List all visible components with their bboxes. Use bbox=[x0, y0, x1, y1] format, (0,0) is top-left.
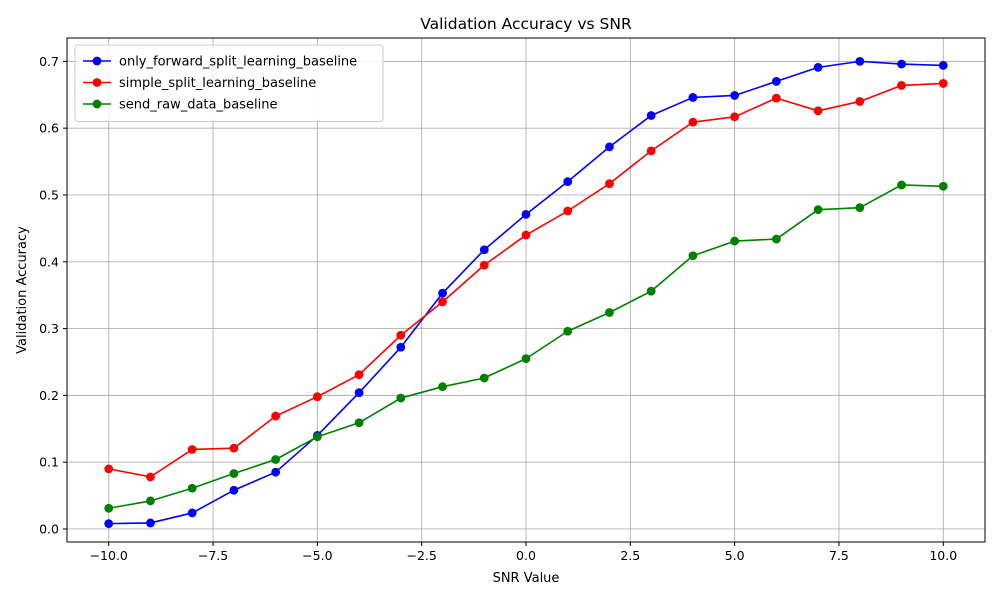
data-point bbox=[813, 205, 823, 215]
data-point bbox=[104, 503, 114, 513]
legend: only_forward_split_learning_baselinesimp… bbox=[74, 44, 384, 122]
data-point bbox=[938, 79, 948, 88]
y-tick-label: 0.0 bbox=[39, 521, 59, 536]
data-point bbox=[813, 62, 823, 72]
data-point bbox=[312, 392, 322, 402]
data-point bbox=[897, 180, 906, 190]
legend-marker bbox=[92, 99, 102, 109]
data-point bbox=[730, 112, 740, 122]
data-point bbox=[354, 370, 364, 380]
data-point bbox=[354, 418, 364, 428]
data-point bbox=[855, 97, 865, 106]
data-point bbox=[438, 297, 447, 307]
data-point bbox=[396, 330, 406, 340]
data-point bbox=[813, 106, 823, 116]
legend-item: send_raw_data_baseline bbox=[83, 98, 277, 113]
data-point bbox=[688, 251, 698, 261]
y-tick-label: 0.1 bbox=[39, 455, 59, 470]
legend-label: send_raw_data_baseline bbox=[119, 98, 277, 113]
data-point bbox=[104, 519, 114, 529]
data-point bbox=[438, 288, 447, 298]
data-point bbox=[605, 179, 614, 189]
data-point bbox=[104, 464, 114, 474]
data-point bbox=[771, 93, 781, 103]
data-point bbox=[479, 245, 489, 255]
data-point bbox=[897, 81, 906, 90]
data-point bbox=[187, 508, 197, 518]
data-point bbox=[605, 142, 614, 152]
y-tick-label: 0.3 bbox=[39, 321, 59, 336]
data-point bbox=[271, 455, 281, 464]
y-tick-label: 0.4 bbox=[39, 254, 59, 269]
data-point bbox=[146, 472, 155, 482]
data-point bbox=[312, 432, 322, 442]
data-point bbox=[730, 236, 740, 246]
data-point bbox=[521, 354, 531, 364]
data-point bbox=[771, 234, 781, 244]
y-tick-label: 0.7 bbox=[39, 54, 59, 69]
data-point bbox=[187, 483, 197, 493]
data-point bbox=[897, 59, 906, 69]
data-point bbox=[521, 209, 531, 219]
data-point bbox=[730, 91, 740, 100]
legend-label: simple_split_learning_baseline bbox=[119, 76, 316, 91]
data-point bbox=[688, 117, 698, 127]
y-tick-label: 0.6 bbox=[39, 121, 59, 136]
data-point bbox=[646, 286, 656, 296]
x-axis-label: SNR Value bbox=[493, 571, 560, 586]
data-point bbox=[396, 393, 406, 403]
data-point bbox=[187, 445, 197, 454]
x-tick-label: 0.0 bbox=[516, 548, 536, 563]
data-point bbox=[563, 206, 573, 216]
series-simple_split_learning_baseline bbox=[104, 79, 948, 482]
data-point bbox=[479, 260, 489, 270]
legend-label: only_forward_split_learning_baseline bbox=[119, 55, 357, 70]
x-tick-label: −10.0 bbox=[90, 548, 128, 563]
data-point bbox=[855, 56, 865, 66]
data-point bbox=[396, 342, 406, 352]
data-point bbox=[563, 326, 573, 336]
data-point bbox=[229, 485, 239, 495]
legend-marker bbox=[92, 56, 102, 66]
data-point bbox=[146, 496, 155, 506]
data-point bbox=[229, 469, 239, 478]
x-tick-label: 5.0 bbox=[725, 548, 745, 563]
legend-item: only_forward_split_learning_baseline bbox=[83, 55, 357, 70]
data-point bbox=[271, 467, 281, 477]
data-point bbox=[563, 177, 573, 187]
data-point bbox=[646, 146, 656, 156]
y-tick-label: 0.5 bbox=[39, 187, 59, 202]
legend-box bbox=[74, 44, 384, 122]
data-point bbox=[938, 181, 948, 191]
x-tick-label: −7.5 bbox=[198, 548, 228, 563]
chart-title: Validation Accuracy vs SNR bbox=[420, 15, 632, 33]
y-axis-label: Validation Accuracy bbox=[15, 226, 30, 354]
data-point bbox=[771, 77, 781, 86]
data-point bbox=[271, 411, 281, 421]
x-tick-label: 2.5 bbox=[620, 548, 640, 563]
series-lines bbox=[104, 56, 948, 529]
data-point bbox=[146, 518, 155, 528]
x-tick-label: −2.5 bbox=[407, 548, 437, 563]
data-point bbox=[605, 308, 614, 317]
data-point bbox=[646, 111, 656, 120]
y-tick-label: 0.2 bbox=[39, 388, 59, 403]
data-point bbox=[855, 203, 865, 213]
axis-ticks: −10.0 −7.5 −5.0 −2.5 0.0 2.5 5.0 7.5 10.0 0.0 0.1 0… bbox=[39, 54, 957, 563]
data-point bbox=[938, 60, 948, 70]
data-point bbox=[229, 443, 239, 453]
data-point bbox=[438, 382, 447, 392]
x-tick-label: 7.5 bbox=[829, 548, 849, 563]
legend-marker bbox=[92, 78, 102, 87]
x-tick-label: 10.0 bbox=[929, 548, 957, 563]
data-point bbox=[688, 93, 698, 102]
legend-item: simple_split_learning_baseline bbox=[83, 76, 316, 91]
x-tick-label: −5.0 bbox=[302, 548, 332, 563]
data-point bbox=[521, 230, 531, 240]
series-send_raw_data_baseline bbox=[104, 180, 948, 513]
data-point bbox=[354, 388, 364, 398]
data-point bbox=[479, 373, 489, 383]
